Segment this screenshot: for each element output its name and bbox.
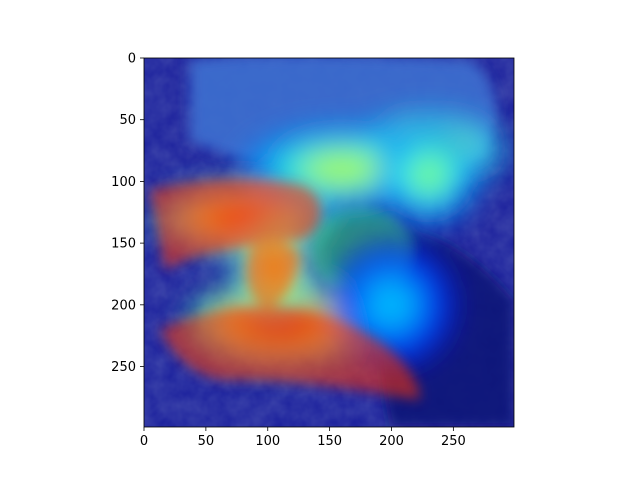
x-tick-label: 0 <box>140 434 148 449</box>
heat-hotspot <box>408 155 449 195</box>
petal-shapes <box>150 179 420 400</box>
plot-area <box>144 58 514 427</box>
x-tick-label: 100 <box>255 434 280 449</box>
heat-hotspot <box>366 280 417 330</box>
upper-red-petal <box>150 179 321 270</box>
y-tick-label: 100 <box>111 175 136 190</box>
y-tick-label: 50 <box>119 113 136 128</box>
y-tick-label: 150 <box>111 237 136 252</box>
y-tick-label: 0 <box>128 52 136 67</box>
x-tick-label: 150 <box>317 434 342 449</box>
x-tick-label: 250 <box>441 434 466 449</box>
heat-hotspot <box>302 151 382 187</box>
orange-stem <box>246 240 300 310</box>
y-tick-label: 200 <box>111 298 136 313</box>
plot-frame <box>143 57 515 428</box>
y-axis: 0 50 100 150 200 250 <box>111 52 144 375</box>
lower-red-petal <box>160 307 420 400</box>
x-axis: 0 50 100 150 200 250 <box>140 427 466 449</box>
x-tick-label: 200 <box>379 434 404 449</box>
y-tick-label: 250 <box>111 360 136 375</box>
x-tick-label: 50 <box>198 434 215 449</box>
